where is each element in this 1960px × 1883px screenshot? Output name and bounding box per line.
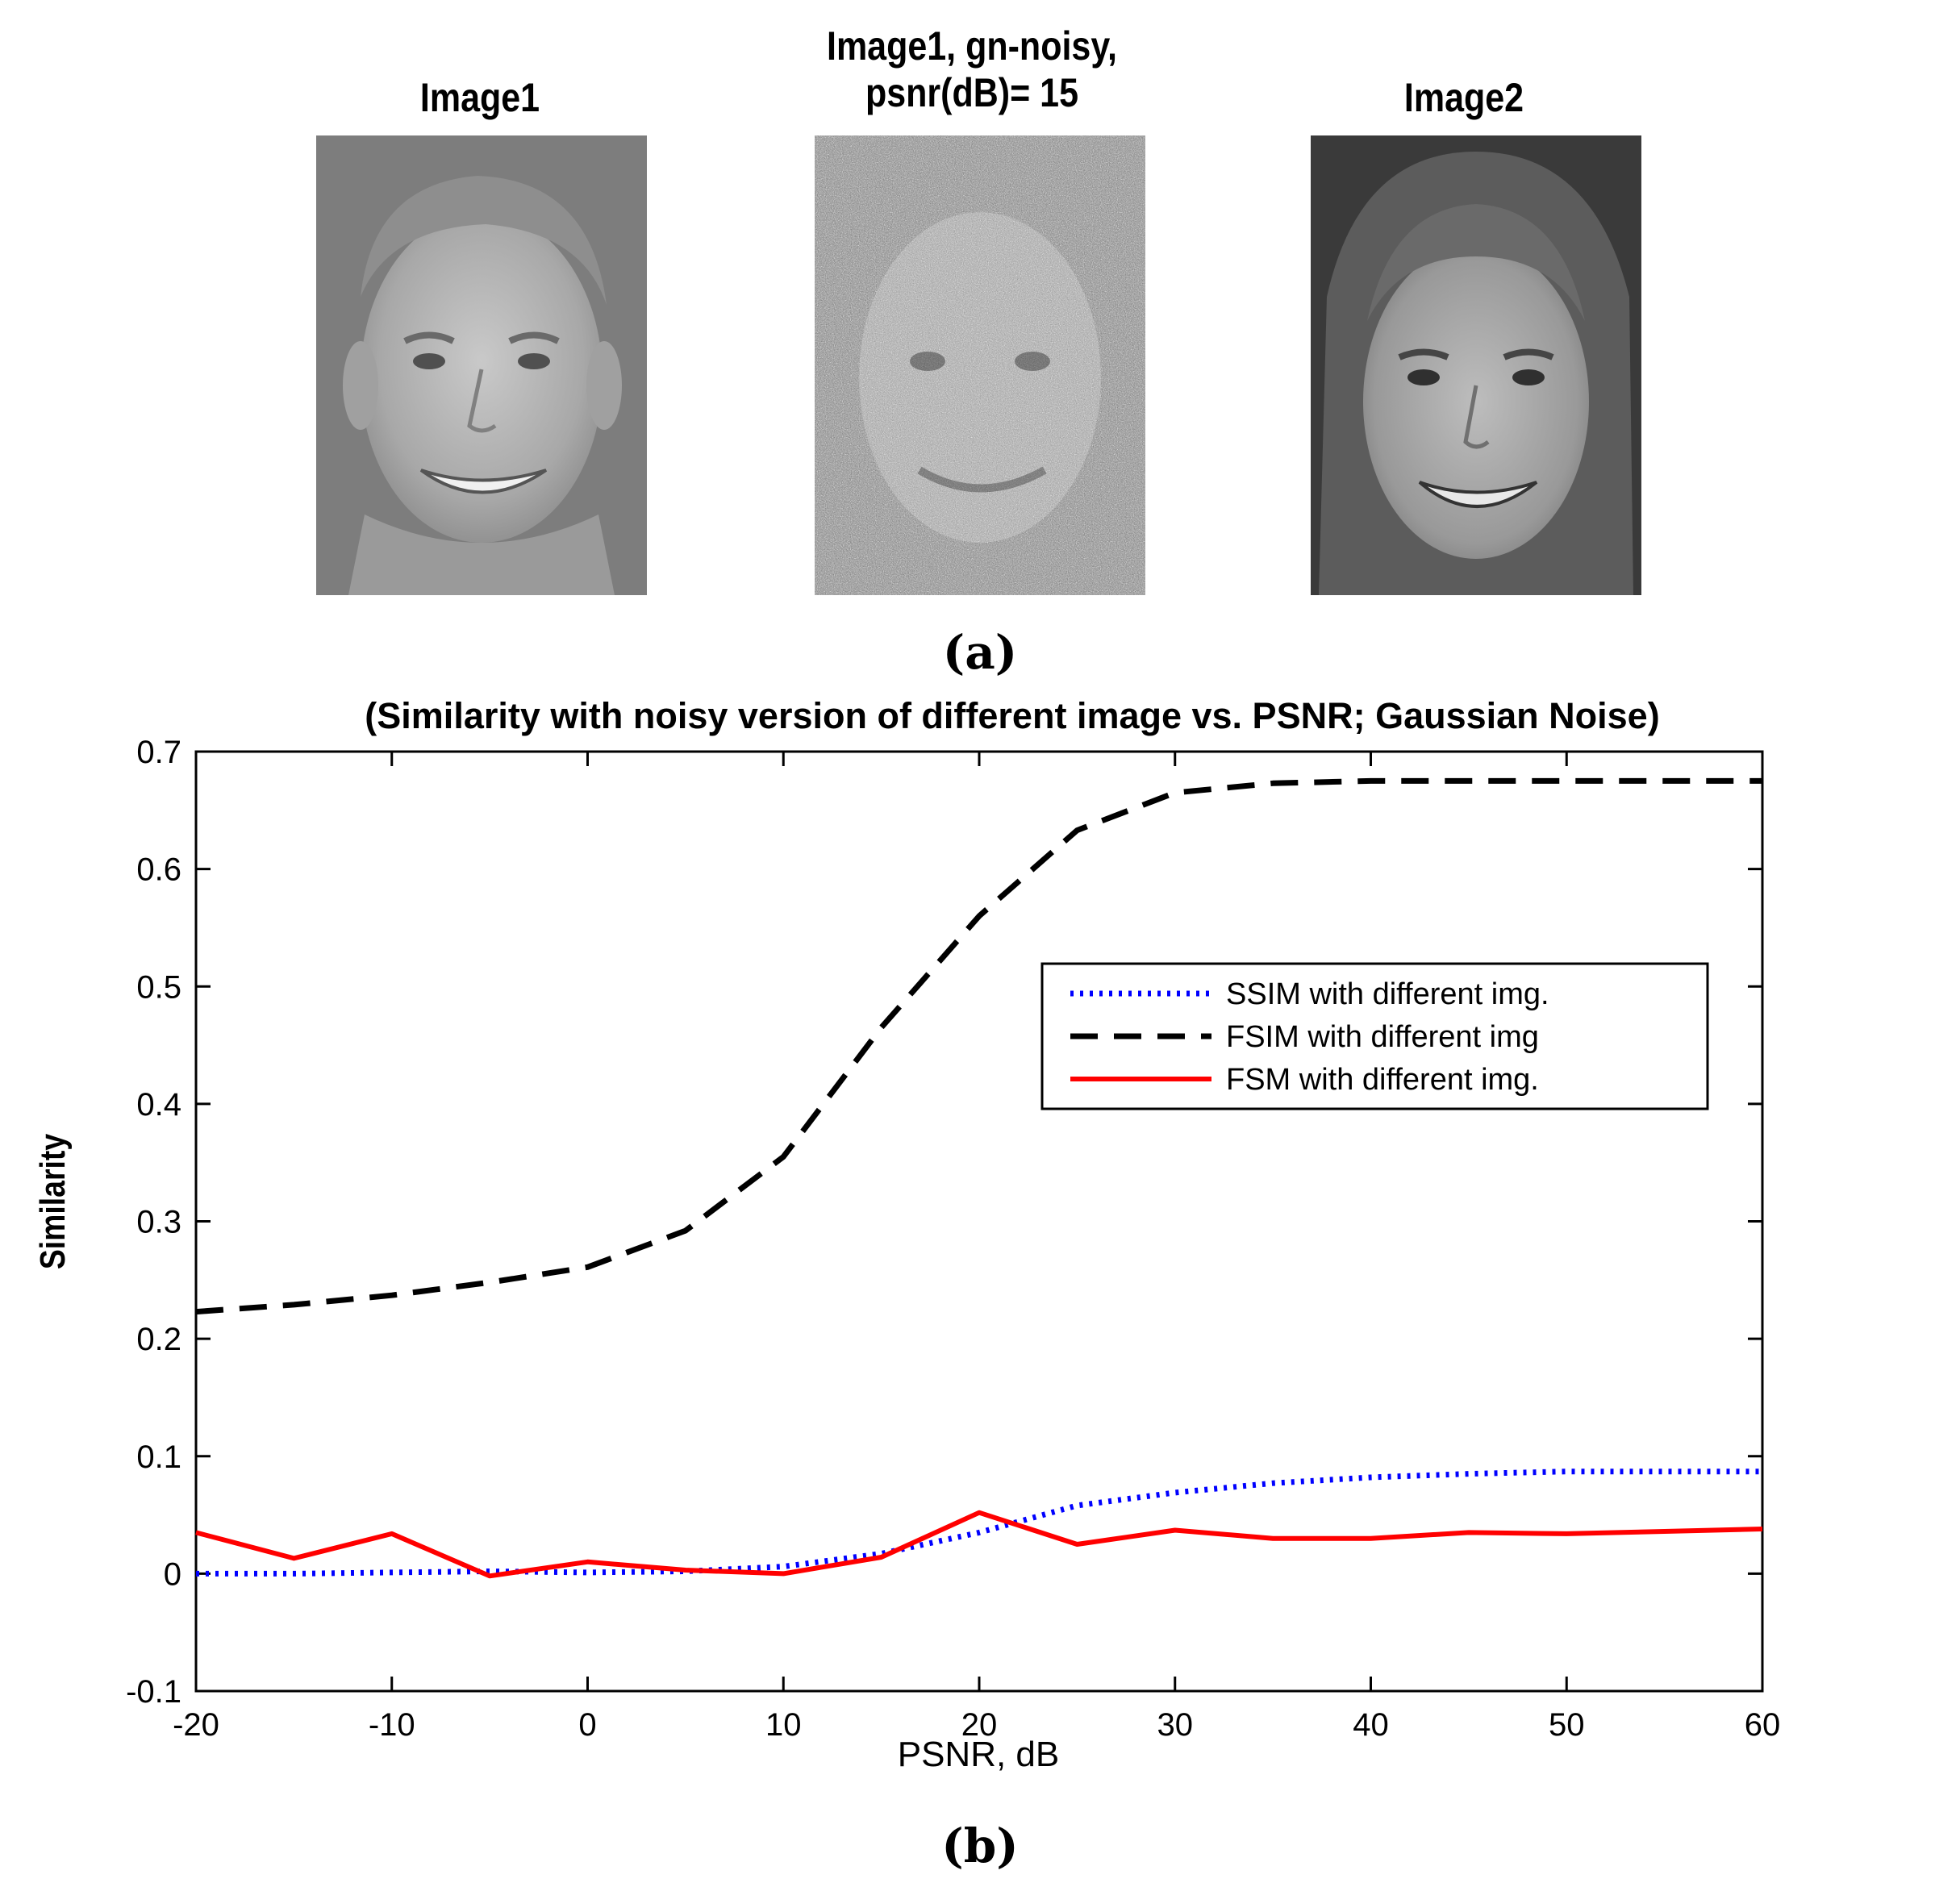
x-tick-label: 60	[1745, 1707, 1781, 1743]
panel-a-label: (a)	[942, 625, 1018, 680]
x-tick-label: 20	[961, 1707, 998, 1743]
x-axis-title: PSNR, dB	[898, 1735, 1060, 1774]
image1-face-photo	[316, 135, 647, 595]
image2-face-photo	[1311, 135, 1641, 595]
x-tick-label: -10	[369, 1707, 415, 1743]
y-tick-label: -0.1	[126, 1674, 181, 1710]
legend-box	[1040, 962, 1709, 1110]
noisy-image-title-line-2: psnr(dB)= 15	[865, 70, 1079, 115]
similarity-line-chart: (Similarity with noisy version of differ…	[32, 695, 1780, 1774]
image1-title: Image1	[338, 74, 623, 121]
x-tick-label: 40	[1353, 1707, 1389, 1743]
image2-title-line: Image2	[1403, 75, 1524, 120]
y-tick-label: 0.6	[136, 852, 181, 888]
y-tick-label: 0.7	[136, 735, 181, 770]
noisy-face-photo	[815, 135, 1145, 595]
image1-title-line: Image1	[419, 75, 540, 120]
y-axis-title: Similarity	[32, 1134, 73, 1270]
x-tick-label: 0	[578, 1707, 596, 1743]
series-line-1	[195, 777, 1762, 1315]
x-tick-label: 10	[765, 1707, 802, 1743]
y-tick-label: 0.2	[136, 1322, 181, 1357]
panel-b-label: (b)	[941, 1818, 1019, 1873]
chart-title: (Similarity with noisy version of differ…	[365, 695, 1659, 736]
x-tick-label: 50	[1549, 1707, 1585, 1743]
y-tick-label: 0.3	[136, 1205, 181, 1240]
legend-label-0: SSIM with different img.	[1226, 977, 1549, 1011]
plot-area: -20 -10 0 10 20 30 40 50 60 -0.1 0 0.1 0.2 0.3 0.4 0.5 0…	[126, 735, 1780, 1743]
y-tick-label: 0.5	[136, 969, 181, 1005]
x-tick-label: 30	[1157, 1707, 1194, 1743]
x-tick-label: -20	[173, 1707, 219, 1743]
series-line-0	[196, 1468, 1762, 1577]
series-line-2	[195, 1510, 1763, 1579]
legend-label-2: FSM with different img.	[1226, 1063, 1539, 1097]
image2-title: Image2	[1322, 74, 1607, 121]
y-tick-label: 0	[164, 1556, 181, 1592]
legend: SSIM with different img. FSIM with differ…	[1040, 962, 1709, 1110]
noisy-image-title-line-1: Image1, gn-noisy,	[826, 23, 1117, 69]
y-tick-label: 0.1	[136, 1439, 181, 1475]
noisy-image-title: Image1, gn-noisy, psnr(dB)= 15	[802, 23, 1141, 116]
y-tick-label: 0.4	[136, 1087, 181, 1123]
legend-label-1: FSIM with different img	[1226, 1020, 1539, 1054]
